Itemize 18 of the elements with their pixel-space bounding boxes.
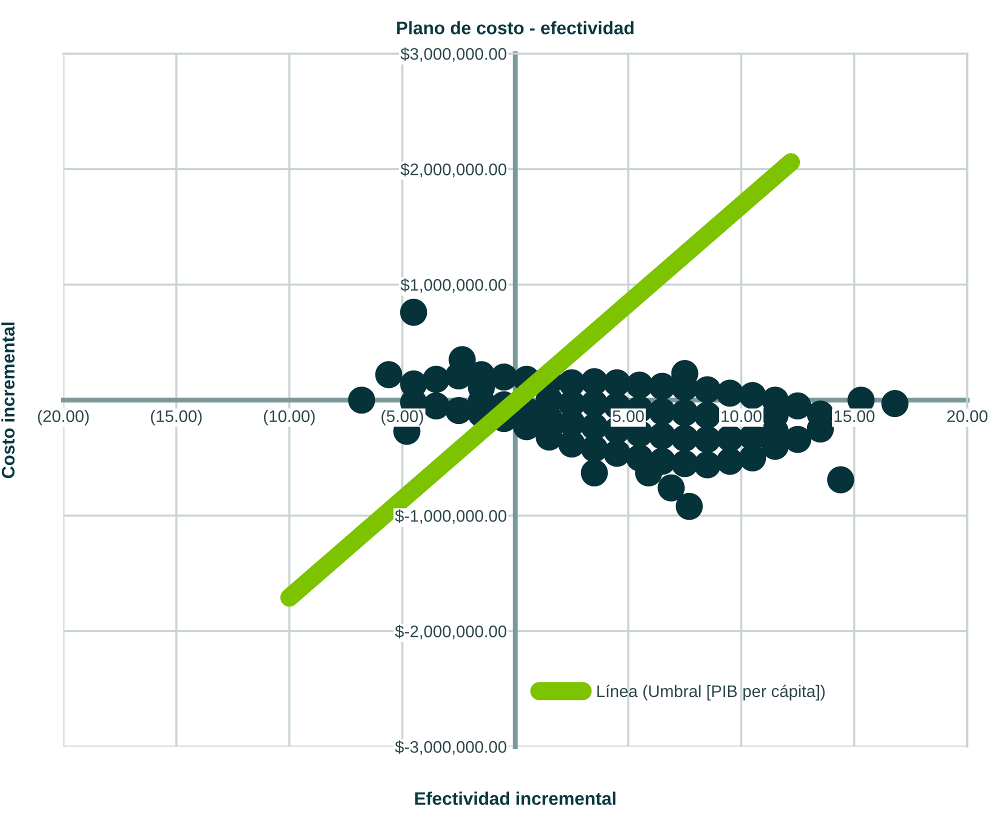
- x-tick-label: 20.00: [947, 410, 988, 422]
- y-tick-label: $-2,000,000.00: [395, 624, 506, 640]
- x-tick-label: 15.00: [834, 410, 874, 422]
- y-axis-title: Costo incremental: [1, 322, 15, 478]
- x-tick-label: 10.00: [722, 410, 762, 422]
- x-axis-title: Efectividad incremental: [415, 792, 616, 805]
- legend-label: Línea (Umbral [PIB per cápita]): [597, 684, 825, 700]
- x-tick-label: (15.00): [150, 410, 202, 426]
- x-tick-label: 5.00: [612, 410, 644, 422]
- x-tick-label: (10.00): [264, 410, 315, 426]
- x-tick-label: (20.00): [38, 410, 89, 426]
- chart-title: Plano de costo - efectividad: [397, 21, 634, 34]
- y-tick-label: $-1,000,000.00: [395, 509, 506, 524]
- y-tick-label: $-3,000,000.00: [395, 740, 506, 755]
- y-tick-label: $3,000,000.00: [400, 47, 506, 62]
- y-tick-label: $2,000,000.00: [400, 162, 506, 178]
- x-tick-label: (5.00): [382, 410, 424, 426]
- y-tick-label: $1,000,000.00: [400, 278, 506, 293]
